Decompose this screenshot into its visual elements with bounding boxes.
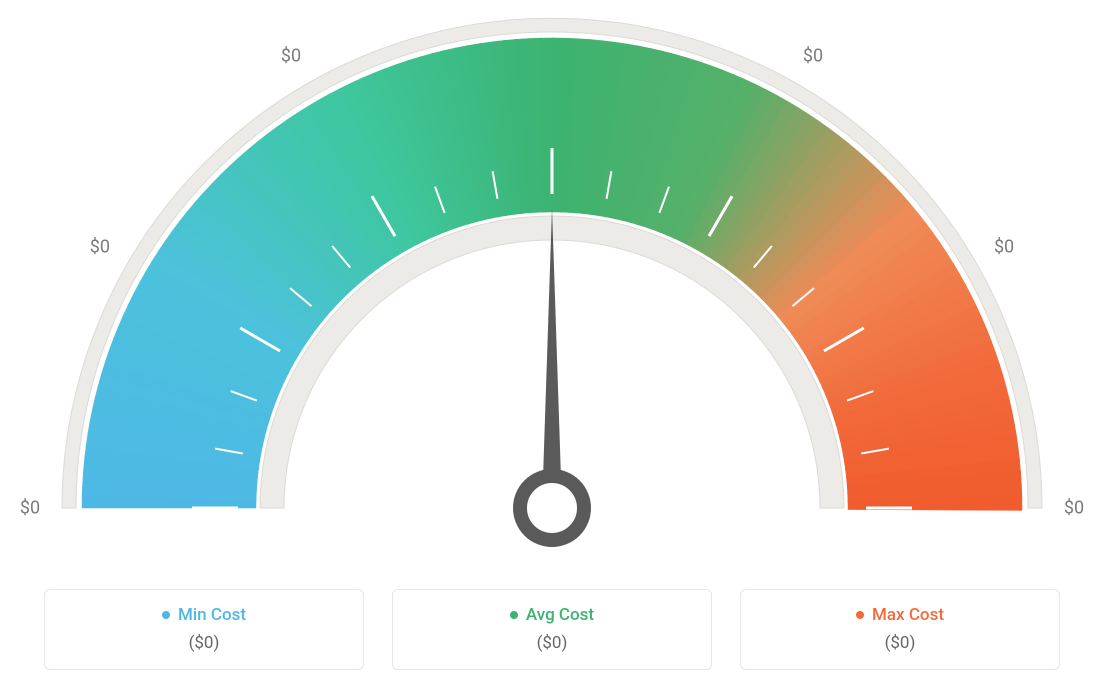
gauge-tick-label: $0	[994, 237, 1014, 258]
gauge-tick-label: $0	[20, 498, 40, 519]
gauge-tick-label: $0	[90, 237, 110, 258]
legend-card-max: Max Cost ($0)	[740, 589, 1060, 670]
legend-label-min: Min Cost	[162, 605, 246, 625]
legend-card-min: Min Cost ($0)	[44, 589, 364, 670]
gauge-tick-label: $0	[1064, 498, 1084, 519]
legend-label-max: Max Cost	[856, 605, 944, 625]
gauge-tick-label: $0	[803, 45, 823, 66]
legend-text-min: Min Cost	[178, 605, 246, 625]
legend-text-avg: Avg Cost	[526, 605, 594, 625]
legend-label-avg: Avg Cost	[510, 605, 594, 625]
legend-value-max: ($0)	[759, 633, 1041, 653]
legend-dot-avg	[510, 611, 518, 619]
gauge-svg	[0, 0, 1104, 570]
legend-card-avg: Avg Cost ($0)	[392, 589, 712, 670]
legend-value-avg: ($0)	[411, 633, 693, 653]
gauge-area: $0$0$0$0$0$0$0	[0, 0, 1104, 560]
legend-dot-max	[856, 611, 864, 619]
legend-row: Min Cost ($0) Avg Cost ($0) Max Cost ($0…	[0, 589, 1104, 670]
gauge-tick-label: $0	[281, 45, 301, 66]
gauge-chart-container: $0$0$0$0$0$0$0 Min Cost ($0) Avg Cost ($…	[0, 0, 1104, 690]
legend-value-min: ($0)	[63, 633, 345, 653]
legend-text-max: Max Cost	[872, 605, 944, 625]
legend-dot-min	[162, 611, 170, 619]
